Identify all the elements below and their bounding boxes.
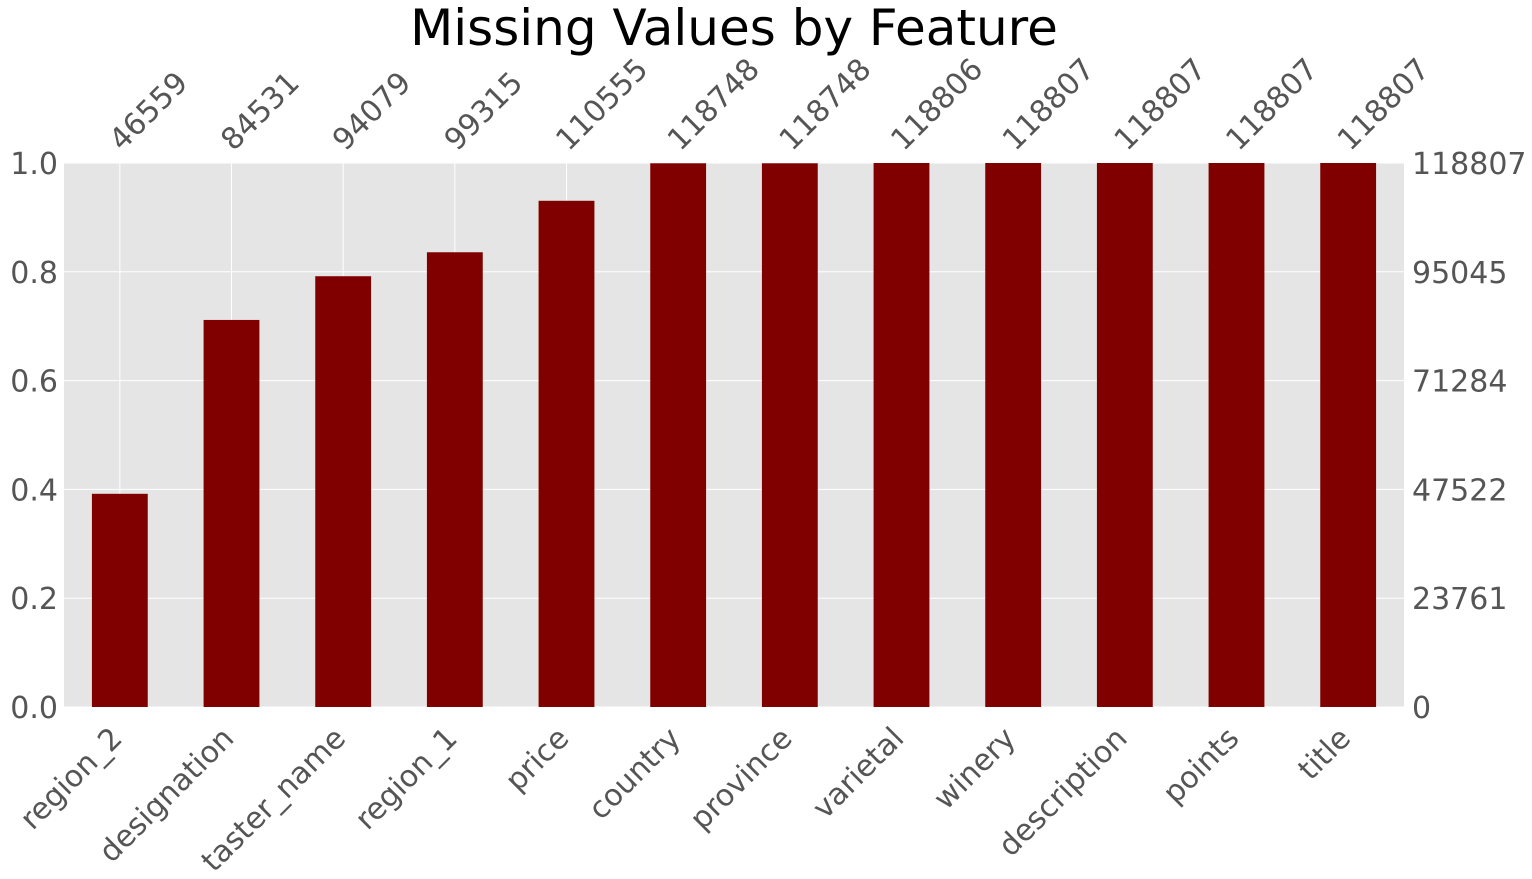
right-axis-tick-label: 71284 (1412, 365, 1507, 400)
bar-count-label: 118807 (1331, 52, 1437, 158)
bar-title (1320, 163, 1377, 707)
right-axis-tick-label: 23761 (1412, 582, 1507, 617)
x-axis-tick-label: winery (927, 721, 1023, 817)
bar-designation (203, 319, 260, 707)
plot-area: 0.0 0 0.2 23761 0.4 47522 0.6 71284 0.8 95045 1.0 1… (10, 52, 1527, 879)
left-axis-tick-label: 0.0 (10, 691, 58, 726)
bar-count-label: 118807 (996, 52, 1102, 158)
bar-count-label: 118748 (661, 52, 767, 158)
chart-title: Missing Values by Feature (410, 0, 1058, 57)
left-axis-tick-label: 1.0 (10, 147, 58, 182)
x-axis-tick-label: title (1292, 721, 1358, 787)
right-axis-tick-label: 95045 (1412, 256, 1507, 291)
left-axis-tick-label: 0.8 (10, 256, 58, 291)
bar-region-2 (91, 493, 148, 707)
right-axis-tick-label: 47522 (1412, 473, 1507, 508)
bar-count-label: 118806 (884, 52, 990, 158)
bar-count-label: 118807 (1108, 52, 1214, 158)
bar-count-label: 118807 (1219, 52, 1325, 158)
bar-count-label: 94079 (326, 65, 418, 157)
bar-points (1208, 163, 1265, 707)
bar-count-label: 84531 (214, 65, 306, 157)
x-axis-tick-label: points (1156, 721, 1246, 811)
right-axis-tick-label: 0 (1412, 691, 1431, 726)
bar-count-label: 110555 (549, 52, 655, 158)
bar-province (761, 163, 818, 708)
bar-count-label: 118748 (773, 52, 879, 158)
bar-description (1096, 163, 1153, 707)
x-axis-tick-label: region_2 (14, 721, 130, 837)
bar-price (538, 200, 595, 707)
x-axis-tick-label: province (683, 721, 799, 837)
plot-background (64, 163, 1404, 707)
bar-count-label: 46559 (103, 65, 195, 157)
bar-count-label: 99315 (438, 65, 530, 157)
left-axis-tick-label: 0.2 (10, 582, 58, 617)
x-axis-tick-label: region_1 (349, 721, 465, 837)
bar-region-1 (426, 252, 483, 707)
x-axis-tick-label: varietal (806, 721, 911, 826)
bar-winery (985, 163, 1042, 707)
left-axis-tick-label: 0.6 (10, 365, 58, 400)
left-axis-tick-label: 0.4 (10, 473, 58, 508)
bar-taster-name (315, 276, 372, 707)
bar-varietal (873, 163, 930, 707)
x-axis-tick-label: country (582, 721, 688, 827)
x-axis-tick-label: price (499, 721, 577, 799)
right-axis-tick-label: 118807 (1412, 147, 1527, 182)
bar-country (650, 163, 707, 708)
